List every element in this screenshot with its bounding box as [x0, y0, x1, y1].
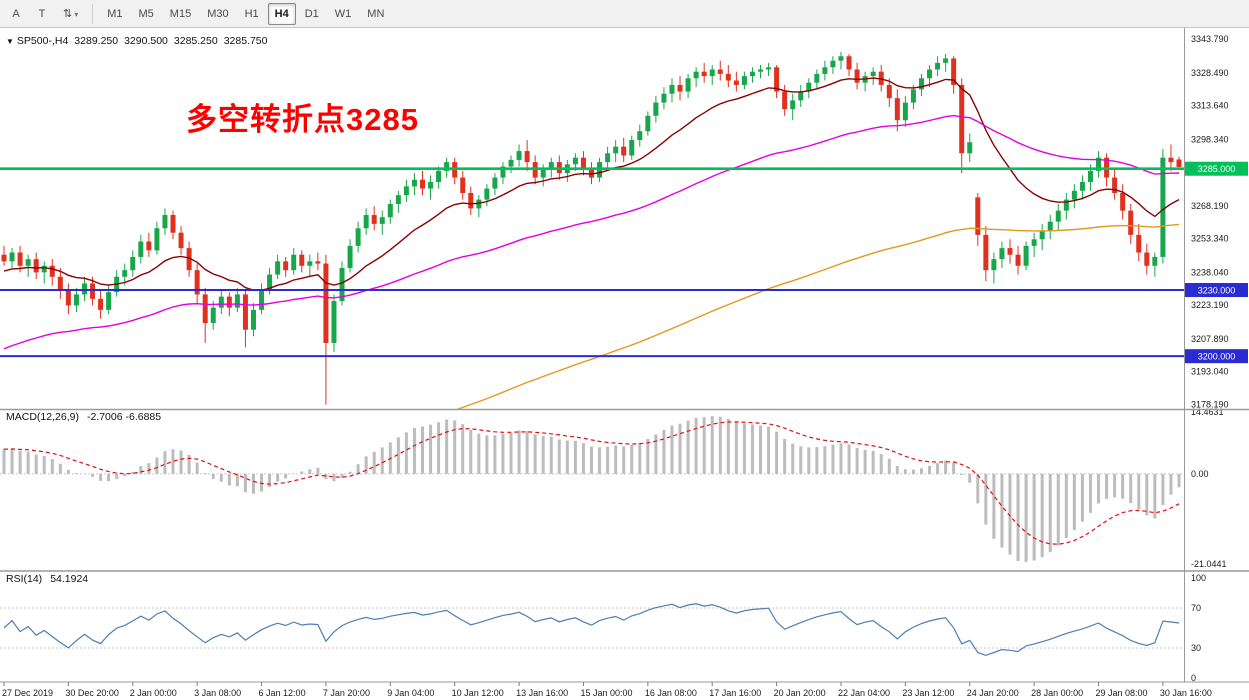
timeframe-m30-button[interactable]: M30 [200, 3, 235, 25]
price-axis[interactable]: 3343.790 3328.490 3313.640 3298.340 3268.190… [1191, 34, 1229, 683]
ohlc-low: 3285.250 [173, 35, 218, 47]
time-axis-label: 2 Jan 00:00 [130, 688, 177, 698]
macd-values: -2.7006 -6.6885 [86, 411, 162, 423]
timeframe-d1-button[interactable]: D1 [298, 3, 326, 25]
time-axis-label: 30 Dec 20:00 [65, 688, 119, 698]
ma-mid-magenta [3, 114, 1180, 350]
price-axis-label: 3328.490 [1191, 68, 1229, 78]
price-axis-label: 3193.040 [1191, 367, 1229, 377]
symbol-name: SP500-,H4 [16, 35, 69, 47]
time-axis-label: 3 Jan 08:00 [194, 688, 241, 698]
hline-price-tag-label: 3230.000 [1198, 286, 1236, 296]
time-axis-label: 17 Jan 16:00 [709, 688, 761, 698]
indicator-dropdown-button[interactable]: ⇅ ▾ [56, 3, 85, 25]
updown-arrows-icon: ⇅ [63, 8, 73, 20]
price-axis-label: 3298.340 [1191, 134, 1229, 144]
moving-averages-layer [3, 77, 1180, 409]
text-tool-button[interactable]: T [30, 3, 54, 25]
chart-annotation-text: 多空转折点3285 [186, 102, 419, 137]
rsi-value: 54.1924 [50, 573, 89, 585]
macd-name: MACD(12,26,9) [6, 411, 79, 423]
price-axis-label: 3178.190 [1191, 399, 1229, 409]
rsi-axis-label: 0 [1191, 673, 1196, 683]
time-axis-label: 7 Jan 20:00 [323, 688, 370, 698]
timeframe-mn-button[interactable]: MN [360, 3, 391, 25]
time-axis-label: 22 Jan 04:00 [838, 688, 890, 698]
time-axis-label: 13 Jan 16:00 [516, 688, 568, 698]
macd-axis-label: -21.0441 [1191, 559, 1227, 569]
macd-indicator-label: MACD(12,26,9) -2.7006 -6.6885 [6, 411, 161, 423]
ma-fast-darkred [3, 77, 1180, 291]
ma-slow-orange [456, 223, 1180, 409]
price-axis-label: 3268.190 [1191, 201, 1229, 211]
collapse-arrow-icon[interactable]: ▼ [6, 37, 14, 46]
rsi-indicator-label: RSI(14) 54.1924 [6, 573, 88, 585]
timeframe-w1-button[interactable]: W1 [328, 3, 359, 25]
ohlc-close: 3285.750 [223, 35, 268, 47]
hline-price-tag[interactable] [1185, 161, 1248, 176]
price-axis-label: 3343.790 [1191, 34, 1229, 44]
rsi-axis-label: 70 [1191, 603, 1201, 613]
time-axis-label: 10 Jan 12:00 [452, 688, 504, 698]
time-axis-label: 23 Jan 12:00 [902, 688, 954, 698]
timeframe-h1-button[interactable]: H1 [238, 3, 266, 25]
symbol-ohlc-line: ▼ SP500-,H4 3289.250 3290.500 3285.250 3285.7… [6, 35, 273, 47]
hline-price-tag[interactable] [1185, 283, 1248, 298]
rsi-axis-label: 100 [1191, 573, 1206, 583]
hline-price-tag-label: 3285.000 [1198, 164, 1236, 174]
time-axis-label: 27 Dec 2019 [2, 688, 53, 698]
time-axis[interactable]: 27 Dec 2019 30 Dec 20:00 2 Jan 00:00 3 Jan … [2, 682, 1212, 698]
price-axis-label: 3223.190 [1191, 300, 1229, 310]
toolbar-separator [92, 3, 94, 24]
macd-layer [0, 416, 1184, 562]
time-axis-label: 28 Jan 00:00 [1031, 688, 1083, 698]
rsi-layer [0, 603, 1184, 657]
timeframe-m1-button[interactable]: M1 [100, 3, 129, 25]
time-axis-label: 24 Jan 20:00 [967, 688, 1019, 698]
timeframe-m15-button[interactable]: M15 [163, 3, 198, 25]
ohlc-open: 3289.250 [74, 35, 119, 47]
time-axis-label: 29 Jan 08:00 [1096, 688, 1148, 698]
timeframe-h4-button[interactable]: H4 [267, 2, 296, 25]
chart-area[interactable]: 3285.000 3230.000 3200.000 3343.790 3328.490… [0, 28, 1249, 700]
price-axis-label: 3207.890 [1191, 334, 1229, 344]
tool-a-button[interactable]: A [4, 3, 28, 25]
toolbar: A T ⇅ ▾ M1 M5 M15 M30 H1 H4 D1 W1 MN [0, 0, 1249, 28]
time-axis-label: 20 Jan 20:00 [774, 688, 826, 698]
hline-price-tag-label: 3200.000 [1198, 352, 1236, 362]
horizontal-lines-layer[interactable]: 3285.000 3230.000 3200.000 [0, 161, 1248, 364]
time-axis-label: 16 Jan 08:00 [645, 688, 697, 698]
ohlc-high: 3290.500 [124, 35, 168, 47]
time-axis-label: 9 Jan 04:00 [387, 688, 434, 698]
rsi-name: RSI(14) [6, 573, 43, 585]
price-axis-label: 3313.640 [1191, 101, 1229, 111]
time-axis-label: 30 Jan 16:00 [1160, 688, 1212, 698]
macd-axis-label: 0.00 [1191, 469, 1209, 479]
price-axis-label: 3238.040 [1191, 267, 1229, 277]
rsi-line [3, 603, 1180, 657]
macd-signal-line [3, 421, 1180, 545]
candles-layer [1, 51, 1182, 405]
time-axis-label: 6 Jan 12:00 [259, 688, 306, 698]
hline-price-tag[interactable] [1185, 349, 1248, 364]
rsi-axis-label: 30 [1191, 643, 1201, 653]
time-axis-label: 15 Jan 00:00 [580, 688, 632, 698]
macd-axis-label: 14.4631 [1191, 407, 1224, 417]
caret-down-icon: ▾ [74, 10, 79, 19]
timeframe-m5-button[interactable]: M5 [132, 3, 161, 25]
price-axis-label: 3253.340 [1191, 234, 1229, 244]
